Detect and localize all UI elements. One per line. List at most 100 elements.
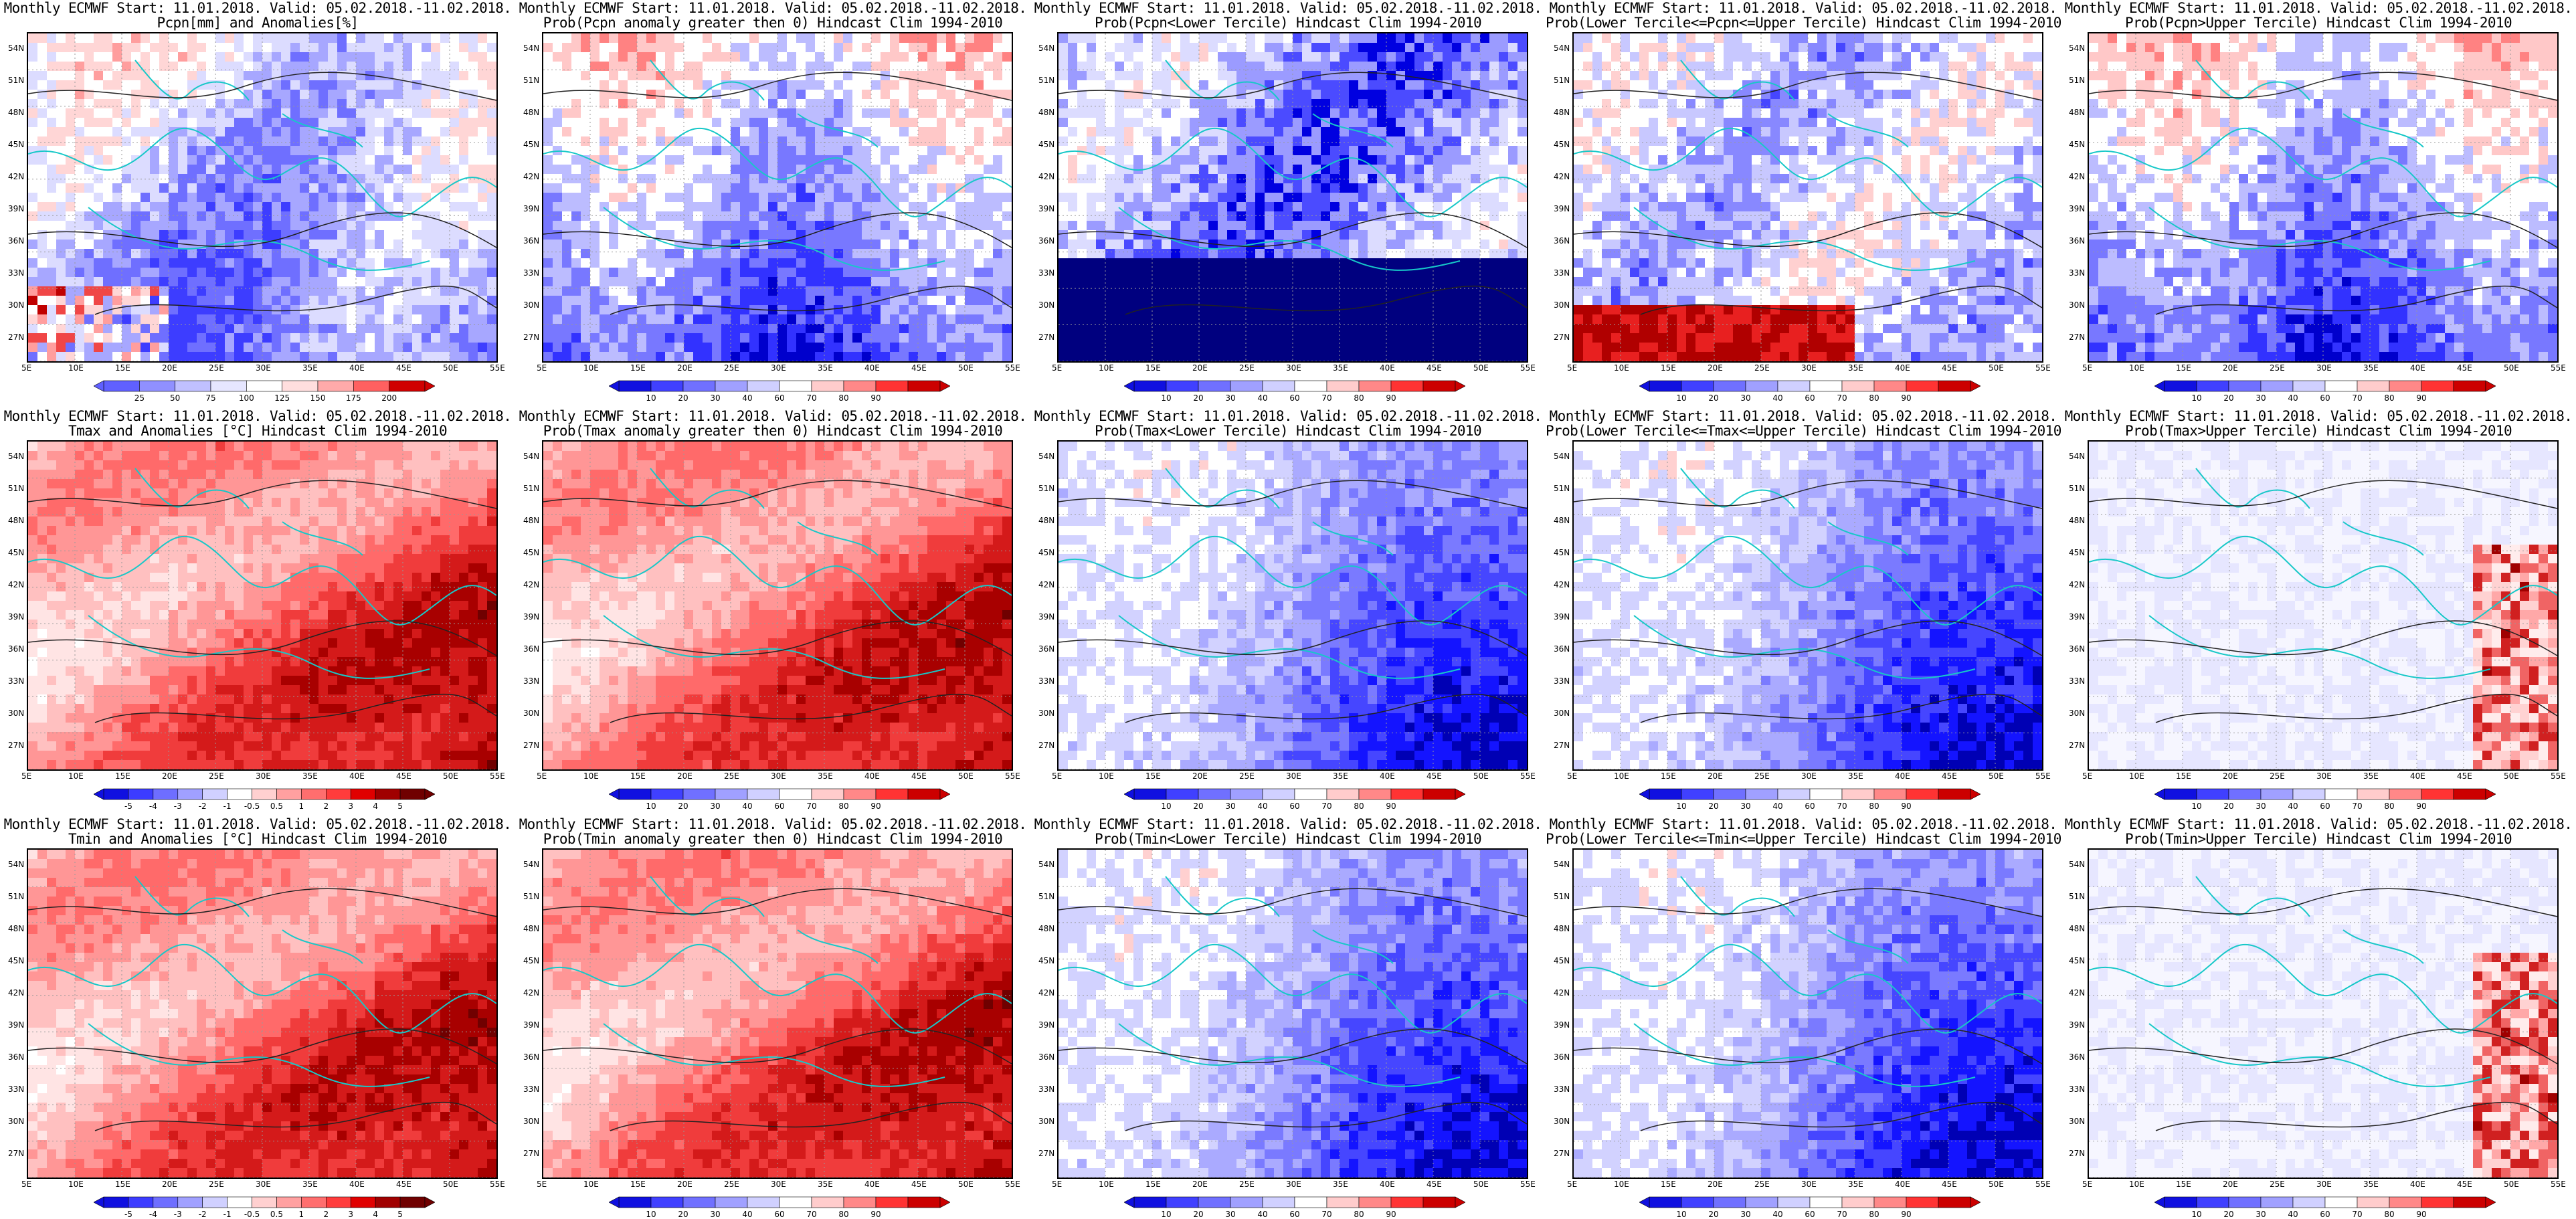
- lat-tick-label: 39N: [523, 205, 539, 213]
- colorbar-tick-label: 20: [1185, 1210, 1212, 1219]
- lat-tick-label: 54N: [2069, 452, 2085, 460]
- panel-title-line1: Monthly ECMWF Start: 11.01.2018. Valid: …: [2061, 408, 2576, 424]
- lat-tick-label: 48N: [523, 925, 539, 933]
- lon-tick-label: 20E: [1708, 1180, 1723, 1188]
- lon-tick-label: 50E: [958, 772, 974, 780]
- colorbar: [609, 380, 950, 392]
- lon-tick-label: 55E: [490, 1180, 505, 1188]
- lat-tick-label: 33N: [1038, 677, 1054, 685]
- lon-tick-label: 25E: [1754, 1180, 1770, 1188]
- colorbar-tick-label: 70: [2344, 1210, 2371, 1219]
- colorbar: [94, 380, 435, 392]
- colorbar: [2154, 380, 2496, 392]
- lon-tick-label: 25E: [209, 772, 224, 780]
- map-panel-pcpn-prob-gt0: Monthly ECMWF Start: 11.01.2018. Valid: …: [515, 0, 1030, 401]
- lat-tick-label: 48N: [8, 925, 24, 933]
- lat-tick-label: 33N: [8, 1085, 24, 1093]
- lat-tick-label: 51N: [8, 484, 24, 492]
- lat-tick-label: 27N: [2069, 1149, 2085, 1157]
- lat-tick-label: 42N: [523, 173, 539, 181]
- lat-tick-label: 48N: [1554, 925, 1570, 933]
- colorbar: [2154, 788, 2496, 800]
- lon-tick-label: 35E: [1848, 1180, 1863, 1188]
- lat-tick-label: 27N: [523, 1149, 539, 1157]
- lat-tick-label: 54N: [2069, 860, 2085, 868]
- map-plot-area: [1057, 848, 1528, 1179]
- lon-tick-label: 10E: [583, 364, 599, 372]
- lon-tick-label: 30E: [1801, 1180, 1817, 1188]
- lat-tick-label: 42N: [8, 173, 24, 181]
- colorbar-tick-label: 1: [288, 802, 314, 811]
- map-panel-tmin-prob-middle: Monthly ECMWF Start: 11.01.2018. Valid: …: [1546, 816, 2061, 1218]
- lat-tick-label: 51N: [8, 893, 24, 901]
- lon-tick-label: 20E: [162, 1180, 177, 1188]
- colorbar-tick-label: 80: [830, 802, 857, 811]
- lon-tick-label: 5E: [21, 364, 31, 372]
- lat-tick-label: 54N: [8, 860, 24, 868]
- lat-tick-label: 48N: [1554, 108, 1570, 116]
- map-field: [28, 850, 496, 1178]
- colorbar: [1639, 380, 1981, 392]
- lon-tick-label: 15E: [115, 772, 130, 780]
- map-field: [1574, 850, 2042, 1178]
- colorbar-tick-label: 40: [2280, 393, 2306, 403]
- colorbar-tick-label: 90: [1378, 802, 1404, 811]
- lon-tick-label: 30E: [771, 1180, 786, 1188]
- lon-tick-label: 35E: [1333, 772, 1348, 780]
- lon-tick-label: 15E: [630, 1180, 646, 1188]
- panel-title-line1: Monthly ECMWF Start: 11.01.2018. Valid: …: [0, 408, 515, 424]
- lat-tick-label: 42N: [8, 581, 24, 589]
- lon-tick-label: 5E: [1052, 1180, 1062, 1188]
- lat-tick-label: 33N: [1554, 269, 1570, 277]
- lon-tick-label: 50E: [443, 1180, 458, 1188]
- colorbar-tick-label: 3: [337, 1210, 364, 1219]
- colorbar-tick-label: 20: [2215, 393, 2242, 403]
- lon-tick-label: 25E: [209, 364, 224, 372]
- colorbar-tick-label: 10: [1153, 393, 1180, 403]
- map-field: [28, 33, 496, 361]
- colorbar-tick-label: 40: [734, 802, 761, 811]
- panel-title-line1: Monthly ECMWF Start: 11.01.2018. Valid: …: [515, 0, 1030, 16]
- lat-tick-label: 27N: [523, 333, 539, 341]
- lon-tick-label: 50E: [958, 364, 974, 372]
- lon-tick-label: 50E: [1473, 1180, 1489, 1188]
- lon-tick-label: 15E: [2176, 1180, 2191, 1188]
- lat-tick-label: 42N: [523, 581, 539, 589]
- colorbar-tick-label: 80: [1346, 1210, 1372, 1219]
- lat-tick-label: 54N: [523, 44, 539, 52]
- colorbar-tick-label: 30: [702, 802, 729, 811]
- lon-tick-label: 20E: [1708, 364, 1723, 372]
- lon-tick-label: 55E: [2551, 364, 2566, 372]
- lat-tick-label: 36N: [8, 237, 24, 245]
- lon-tick-label: 35E: [2363, 1180, 2379, 1188]
- colorbar-tick-label: 90: [1378, 393, 1404, 403]
- colorbar-tick-label: 30: [1732, 1210, 1759, 1219]
- colorbar-tick-label: 80: [830, 393, 857, 403]
- colorbar-tick-label: 0.5: [263, 1210, 290, 1219]
- lat-tick-label: 48N: [523, 108, 539, 116]
- lat-tick-label: 54N: [1038, 860, 1054, 868]
- lat-tick-label: 33N: [1038, 1085, 1054, 1093]
- map-plot-area: [27, 848, 498, 1179]
- lat-tick-label: 27N: [1038, 333, 1054, 341]
- colorbar-tick-label: 80: [2376, 393, 2403, 403]
- lat-tick-label: 27N: [1038, 1149, 1054, 1157]
- lon-tick-label: 30E: [256, 1180, 271, 1188]
- lat-tick-label: 48N: [1554, 517, 1570, 525]
- colorbar-tick-label: 70: [2344, 393, 2371, 403]
- lon-tick-label: 55E: [2035, 1180, 2051, 1188]
- map-panel-tmax-prob-gt0: Monthly ECMWF Start: 11.01.2018. Valid: …: [515, 408, 1030, 810]
- lat-tick-label: 33N: [8, 269, 24, 277]
- lon-tick-label: 55E: [1520, 772, 1536, 780]
- lat-tick-label: 30N: [2069, 709, 2085, 717]
- map-field: [543, 442, 1012, 769]
- map-field: [543, 850, 1012, 1178]
- colorbar-tick-label: 40: [2280, 1210, 2306, 1219]
- lon-tick-label: 55E: [2551, 1180, 2566, 1188]
- colorbar-tick-label: 20: [670, 1210, 697, 1219]
- colorbar-tick-label: 40: [1764, 393, 1791, 403]
- colorbar-tick-label: -1: [214, 802, 241, 811]
- lon-tick-label: 30E: [256, 772, 271, 780]
- map-field: [1059, 850, 1527, 1178]
- lon-tick-label: 10E: [1614, 772, 1629, 780]
